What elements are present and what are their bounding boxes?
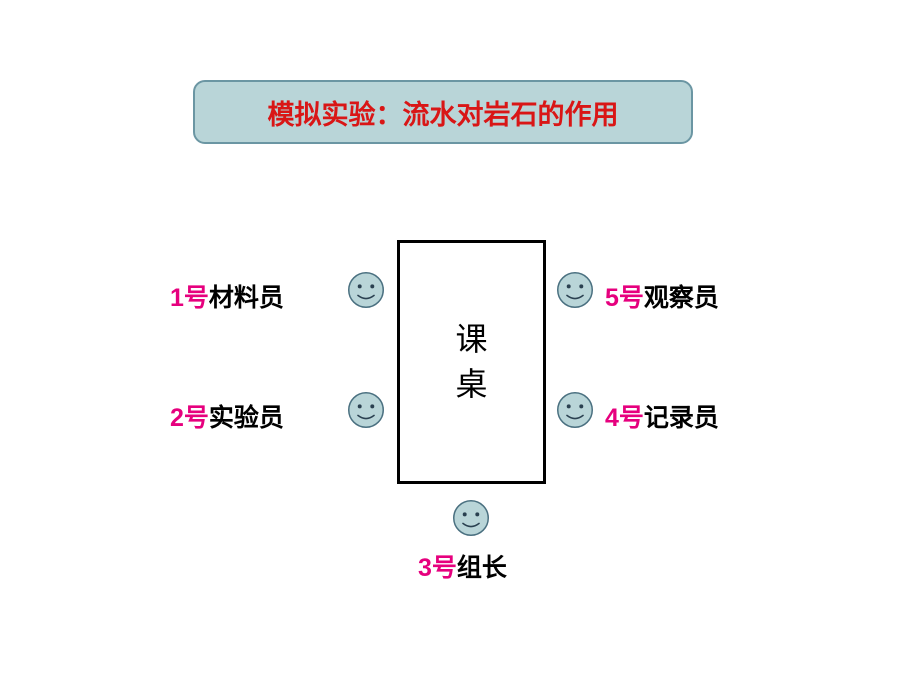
title-box: 模拟实验：流水对岩石的作用 xyxy=(193,80,693,144)
role-number: 3号 xyxy=(418,554,457,582)
desk-line-1: 课 xyxy=(455,317,487,362)
role-label-r2: 2号实验员 xyxy=(170,398,284,434)
smiley-face-icon xyxy=(453,500,489,536)
desk-line-2: 桌 xyxy=(455,362,487,407)
role-label-r5: 5号观察员 xyxy=(605,278,719,314)
role-text: 材料员 xyxy=(209,284,284,312)
role-text: 实验员 xyxy=(209,404,284,432)
smiley-face-icon xyxy=(557,272,593,308)
role-label-r4: 4号记录员 xyxy=(605,398,719,434)
smiley-face-icon xyxy=(557,392,593,428)
role-label-r1: 1号材料员 xyxy=(170,278,284,314)
desk: 课 桌 xyxy=(397,240,546,484)
role-number: 1号 xyxy=(170,284,209,312)
role-label-r3: 3号组长 xyxy=(418,548,507,584)
role-text: 组长 xyxy=(457,554,507,582)
role-number: 2号 xyxy=(170,404,209,432)
role-text: 记录员 xyxy=(644,404,719,432)
role-text: 观察员 xyxy=(644,284,719,312)
role-number: 5号 xyxy=(605,284,644,312)
smiley-face-icon xyxy=(348,272,384,308)
role-number: 4号 xyxy=(605,404,644,432)
smiley-face-icon xyxy=(348,392,384,428)
title-text: 模拟实验：流水对岩石的作用 xyxy=(268,93,619,132)
